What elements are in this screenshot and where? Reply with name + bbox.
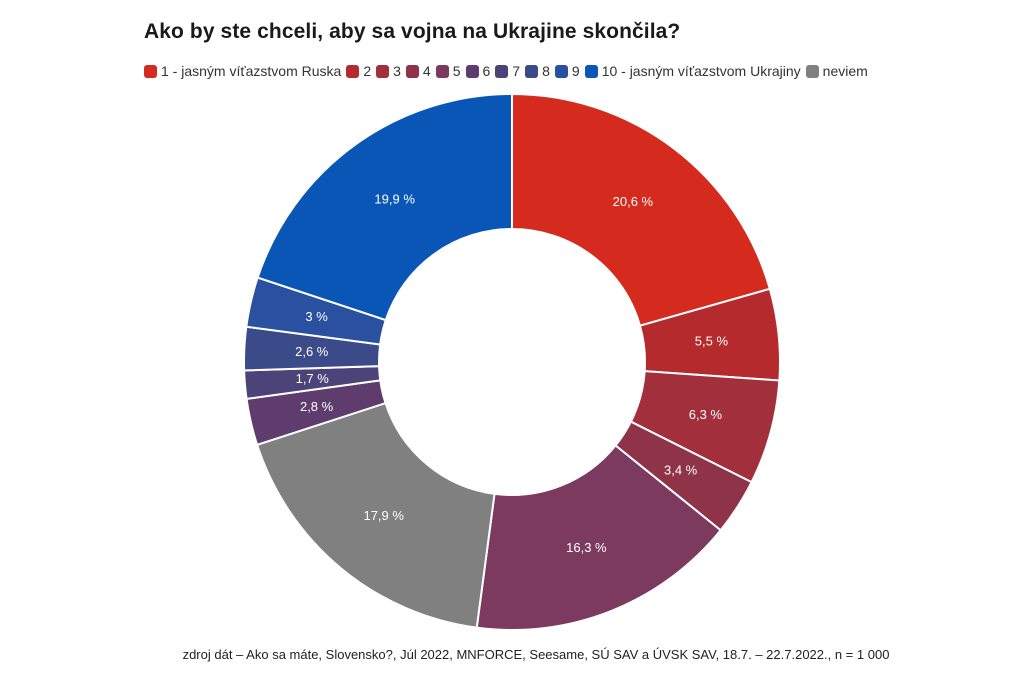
legend-swatch bbox=[495, 64, 509, 78]
legend-label: 5 bbox=[452, 63, 461, 79]
legend-label: 7 bbox=[512, 63, 521, 79]
slice-value-label: 16,3 % bbox=[566, 540, 607, 555]
legend-swatch bbox=[465, 64, 479, 78]
slice-value-label: 2,6 % bbox=[295, 344, 329, 359]
donut-slice bbox=[475, 444, 723, 631]
slice-value-label: 6,3 % bbox=[689, 407, 723, 422]
legend-item: 2 bbox=[346, 63, 371, 79]
legend-item: 3 bbox=[376, 63, 401, 79]
legend-item: 7 bbox=[495, 63, 520, 79]
source-note: zdroj dát – Ako sa máte, Slovensko?, Júl… bbox=[182, 647, 890, 662]
legend-swatch bbox=[144, 64, 157, 78]
legend-label: 9 bbox=[571, 63, 580, 79]
legend-item: 1 - jasným víťazstvom Ruska bbox=[144, 63, 341, 79]
chart-legend: 1 - jasným víťazstvom Ruska 2 3 4 5 6 7 8 9 10 - … bbox=[144, 63, 873, 79]
slice-value-label: 20,6 % bbox=[613, 194, 654, 209]
legend-item: 10 - jasným víťazstvom Ukrajiny bbox=[584, 63, 801, 79]
slice-value-label: 5,5 % bbox=[695, 333, 729, 348]
legend-swatch bbox=[525, 64, 539, 78]
legend-label: 8 bbox=[542, 63, 550, 79]
legend-item: 5 bbox=[435, 63, 461, 79]
legend-label: 4 bbox=[422, 63, 431, 79]
legend-swatch bbox=[405, 64, 419, 78]
slice-value-label: 2,8 % bbox=[300, 399, 334, 414]
donut-slice bbox=[255, 401, 496, 629]
legend-label: 1 - jasným víťazstvom Ruska bbox=[161, 63, 342, 79]
legend-item: neviem bbox=[805, 63, 868, 79]
legend-item: 9 bbox=[554, 63, 580, 79]
legend-label: neviem bbox=[822, 63, 868, 79]
slice-value-label: 3,4 % bbox=[664, 462, 698, 477]
legend-swatch bbox=[554, 64, 568, 78]
legend-item: 6 bbox=[465, 63, 491, 79]
legend-item: 4 bbox=[405, 63, 431, 79]
legend-swatch bbox=[584, 64, 598, 78]
legend-swatch bbox=[376, 64, 390, 78]
legend-swatch bbox=[435, 64, 449, 78]
slice-value-label: 17,9 % bbox=[363, 508, 404, 523]
legend-swatch bbox=[346, 64, 360, 78]
donut-slice bbox=[256, 92, 513, 322]
legend-item: 8 bbox=[525, 63, 550, 79]
slice-value-label: 1,7 % bbox=[296, 371, 330, 386]
legend-label: 10 - jasným víťazstvom Ukrajiny bbox=[601, 63, 801, 79]
legend-swatch bbox=[805, 64, 819, 78]
slice-value-label: 19,9 % bbox=[374, 191, 415, 206]
donut-slice bbox=[511, 92, 772, 327]
legend-label: 3 bbox=[393, 63, 401, 79]
legend-label: 6 bbox=[482, 63, 491, 79]
legend-label: 2 bbox=[363, 63, 372, 79]
slice-value-label: 3 % bbox=[305, 309, 328, 324]
chart-title: Ako by ste chceli, aby sa vojna na Ukraj… bbox=[144, 20, 681, 43]
